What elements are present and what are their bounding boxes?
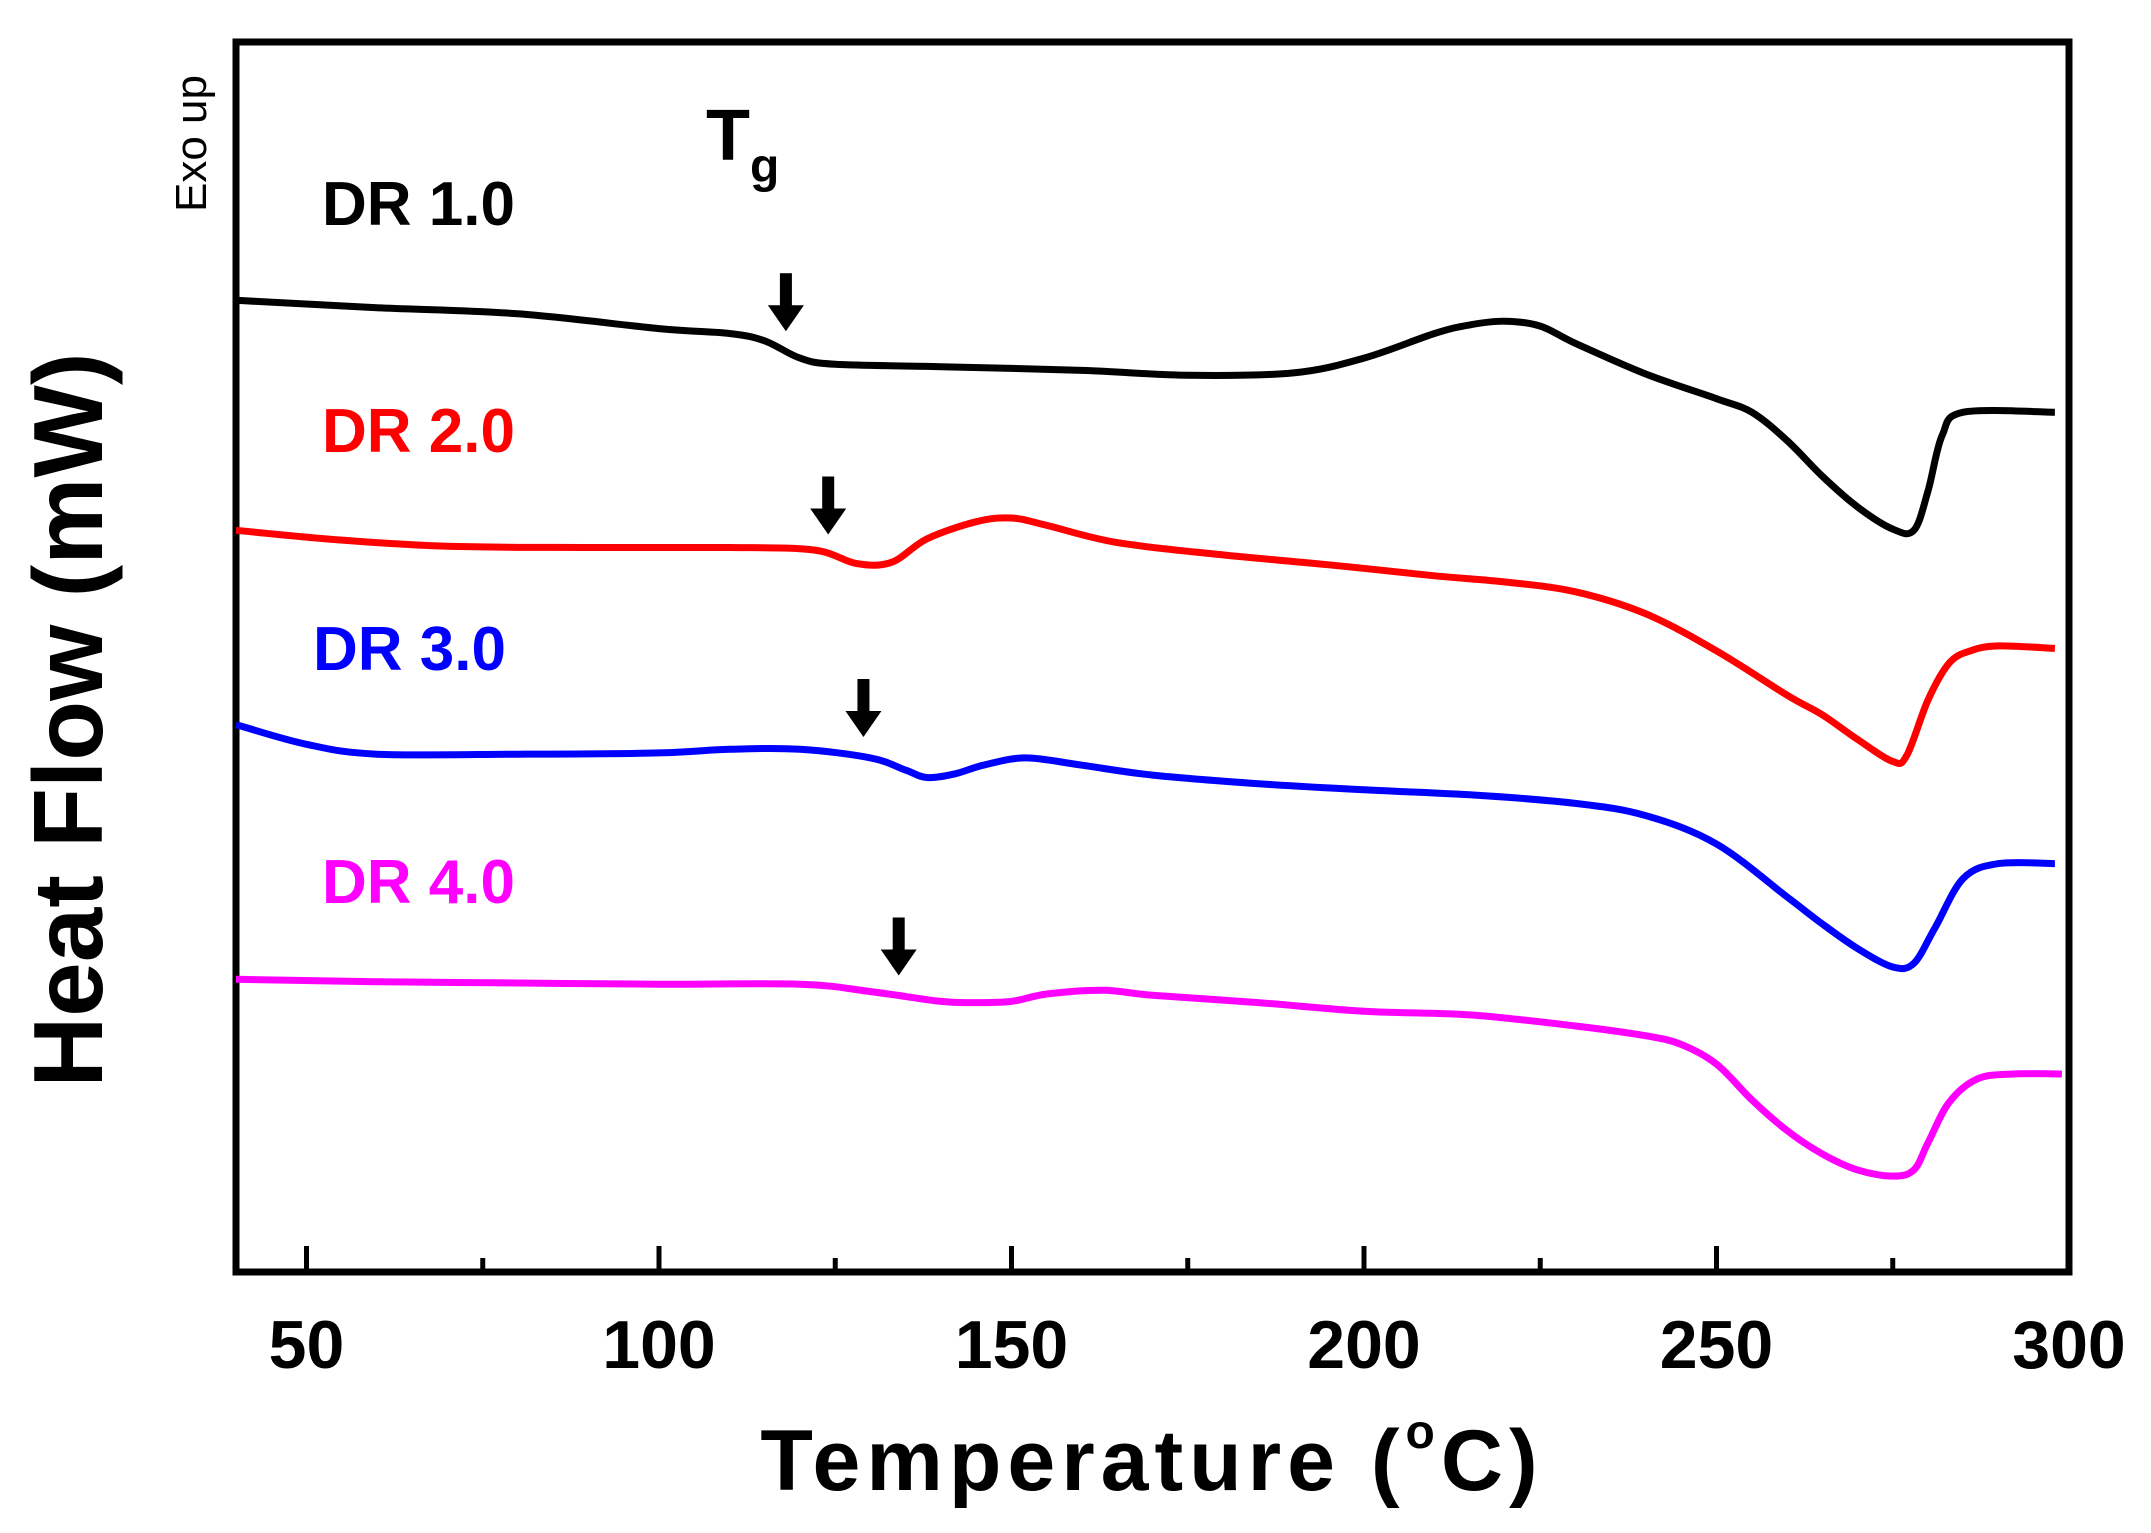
tg-arrow-dr-4-0 <box>880 917 917 976</box>
x-tick-label-100: 100 <box>602 1307 715 1383</box>
series-line-dr-4-0 <box>235 975 2062 1180</box>
tg-arrow-dr-1-0 <box>767 273 804 332</box>
tg-annotation-main: T <box>706 96 750 176</box>
exo-up-label: Exo up <box>167 75 216 212</box>
tg-annotation: Tg <box>706 96 779 193</box>
x-axis-tick-labels: 50 100 150 200 250 300 <box>269 1307 2126 1383</box>
series-label-dr-1-0: DR 1.0 <box>322 170 515 239</box>
series-lines <box>235 296 2062 1180</box>
x-axis-ticks <box>304 1246 2072 1272</box>
x-axis-title-suffix: C) <box>1441 1413 1544 1509</box>
x-tick-label-150: 150 <box>955 1307 1068 1383</box>
tg-arrow-dr-3-0 <box>845 678 882 737</box>
y-axis-title: Heat Flow (mW) <box>13 353 123 1088</box>
x-tick-label-200: 200 <box>1307 1307 1420 1383</box>
tg-annotation-subscript: g <box>750 140 779 193</box>
tg-arrows <box>767 273 917 976</box>
series-line-dr-3-0 <box>235 721 2055 973</box>
series-label-dr-3-0: DR 3.0 <box>313 615 506 684</box>
plot-frame <box>232 38 2073 1276</box>
series-label-dr-4-0: DR 4.0 <box>322 848 515 917</box>
series-line-dr-1-0 <box>235 296 2055 538</box>
series-line-dr-2-0 <box>235 514 2056 767</box>
x-axis-title-prefix: Temperature ( <box>760 1413 1405 1509</box>
x-axis-title: Temperature (oC) <box>760 1406 1543 1509</box>
x-tick-label-250: 250 <box>1660 1307 1773 1383</box>
tg-arrow-dr-2-0 <box>810 476 847 535</box>
x-tick-label-300: 300 <box>2012 1307 2125 1383</box>
x-tick-label-50: 50 <box>269 1307 345 1383</box>
x-axis-title-degree: o <box>1406 1406 1441 1459</box>
series-label-dr-2-0: DR 2.0 <box>322 397 515 466</box>
